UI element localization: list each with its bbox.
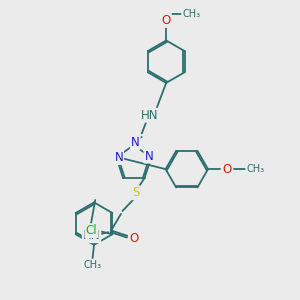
Text: CH₃: CH₃ <box>182 9 200 19</box>
Text: Cl: Cl <box>85 224 97 237</box>
Text: O: O <box>223 163 232 176</box>
Text: N: N <box>131 136 140 149</box>
Text: S: S <box>132 186 140 199</box>
Text: N: N <box>114 151 123 164</box>
Text: CH₃: CH₃ <box>246 164 264 174</box>
Text: O: O <box>162 14 171 27</box>
Text: CH₃: CH₃ <box>83 260 102 270</box>
Text: HN: HN <box>141 109 159 122</box>
Text: HN: HN <box>83 229 100 242</box>
Text: O: O <box>129 232 138 245</box>
Text: N: N <box>144 150 153 163</box>
